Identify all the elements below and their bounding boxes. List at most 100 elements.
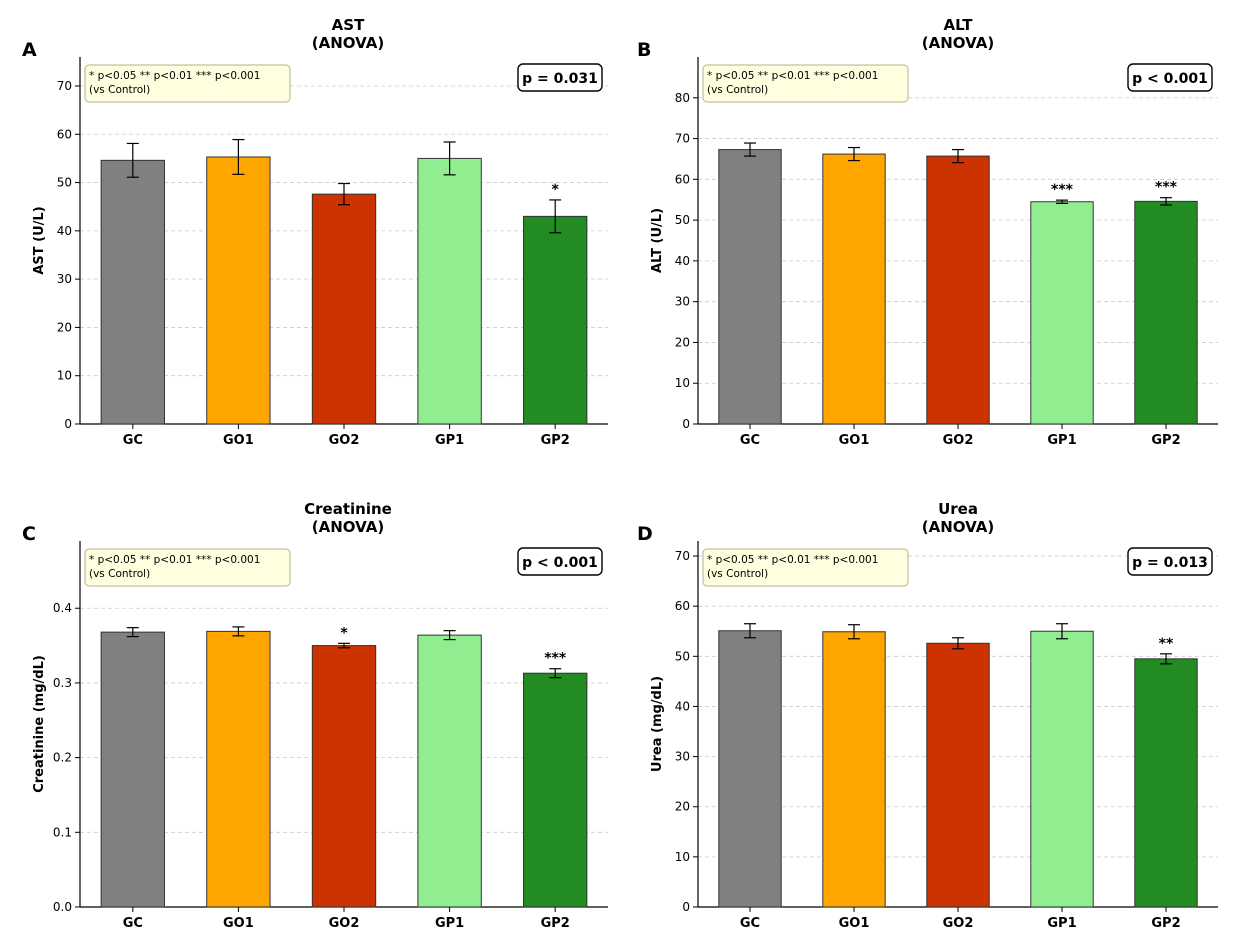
bar-gc: [100, 159, 165, 425]
chart-title: Urea: [938, 500, 978, 518]
chart-panel-c: Creatinine(ANOVA) C 0.0 0.1 0.2 0.3 0.4 Creatin…: [22, 500, 608, 931]
x-tick-label: GO1: [839, 916, 870, 931]
y-axis-label: AST (U/L): [32, 206, 47, 274]
y-tick-label: 0.4: [53, 601, 72, 615]
bar-gp2: [1134, 658, 1198, 908]
bar-go2: [311, 193, 377, 425]
x-tick-label: GO1: [223, 916, 254, 931]
y-tick-label: 0: [682, 900, 690, 914]
y-tick-label: 70: [57, 79, 72, 93]
y-tick-label: 40: [57, 224, 72, 238]
y-tick-label: 70: [675, 132, 690, 146]
y-axis-label: ALT (U/L): [650, 208, 665, 273]
pvalue-box: p = 0.013: [1127, 547, 1213, 576]
legend-line-1: * p<0.05 ** p<0.01 *** p<0.001: [89, 70, 260, 82]
y-axis-label: Urea (mg/dL): [650, 676, 665, 772]
bar-go1: [822, 631, 886, 908]
x-tick-label: GP1: [1047, 433, 1076, 448]
y-tick-label: 0.1: [53, 825, 72, 839]
bar-gc: [718, 630, 782, 908]
bar-gp1: [1030, 201, 1094, 425]
y-tick-label: 70: [675, 549, 690, 563]
legend-line-1: * p<0.05 ** p<0.01 *** p<0.001: [707, 554, 878, 566]
y-tick-label: 50: [675, 649, 690, 663]
y-axis-label: Creatinine (mg/dL): [32, 655, 47, 793]
y-tick-label: 50: [57, 176, 72, 190]
pvalue-text: p < 0.001: [1132, 71, 1208, 87]
y-tick-label: 30: [675, 750, 690, 764]
x-tick-label: GC: [123, 916, 143, 931]
x-tick-label: GP2: [541, 916, 570, 931]
pvalue-text: p = 0.013: [1132, 555, 1208, 571]
x-tick-label: GO2: [943, 916, 974, 931]
chart-subtitle: (ANOVA): [312, 518, 384, 536]
x-tick-label: GO2: [329, 433, 360, 448]
significance-legend: * p<0.05 ** p<0.01 *** p<0.001 (vs Contro…: [702, 64, 909, 103]
significance-marker: ***: [1051, 182, 1074, 198]
significance-marker: ***: [544, 651, 567, 667]
bar-go1: [822, 153, 886, 425]
bar-go1: [206, 630, 271, 908]
pvalue-box: p < 0.001: [1127, 63, 1213, 92]
y-tick-label: 50: [675, 213, 690, 227]
x-tick-label: GP2: [1151, 433, 1180, 448]
significance-marker: *: [340, 625, 348, 641]
significance-marker: *: [552, 182, 560, 198]
legend-box: [702, 548, 909, 587]
chart-subtitle: (ANOVA): [312, 34, 384, 52]
legend-box: [702, 64, 909, 103]
chart-panel-b: ALT(ANOVA) B 0 10 20 30 40 50 60 70 80 ALT (U/L) GC G…: [637, 16, 1218, 448]
y-tick-label: 10: [675, 376, 690, 390]
legend-line-1: * p<0.05 ** p<0.01 *** p<0.001: [707, 70, 878, 82]
y-tick-label: 40: [675, 254, 690, 268]
panel-letter: C: [22, 523, 36, 545]
y-tick-label: 10: [57, 369, 72, 383]
chart-subtitle: (ANOVA): [922, 518, 994, 536]
x-tick-label: GO2: [943, 433, 974, 448]
pvalue-frame: [517, 63, 603, 92]
bar-gp2: [1134, 200, 1198, 425]
significance-legend: * p<0.05 ** p<0.01 *** p<0.001 (vs Contro…: [84, 64, 291, 103]
x-tick-label: GP2: [1151, 916, 1180, 931]
x-tick-label: GO2: [329, 916, 360, 931]
bar-go2: [311, 645, 377, 908]
x-tick-label: GC: [740, 916, 760, 931]
y-tick-label: 60: [57, 127, 72, 141]
panel-letter: D: [637, 523, 653, 545]
x-tick-label: GP2: [541, 433, 570, 448]
x-tick-label: GP1: [1047, 916, 1076, 931]
legend-line-2: (vs Control): [707, 84, 768, 96]
pvalue-frame: [1127, 547, 1213, 576]
y-tick-label: 20: [675, 800, 690, 814]
bar-gp1: [417, 157, 482, 425]
y-tick-label: 20: [675, 335, 690, 349]
chart-subtitle: (ANOVA): [922, 34, 994, 52]
x-tick-label: GO1: [223, 433, 254, 448]
y-tick-label: 80: [675, 91, 690, 105]
y-tick-label: 60: [675, 599, 690, 613]
bar-gp1: [417, 634, 482, 908]
y-tick-label: 0.3: [53, 676, 72, 690]
bar-gp2: [523, 215, 588, 425]
legend-line-2: (vs Control): [707, 568, 768, 580]
chart-panel-d: Urea(ANOVA) D 0 10 20 30 40 50 60 70 Urea (mg/dL) G…: [637, 500, 1218, 931]
pvalue-box: p < 0.001: [517, 547, 603, 576]
significance-marker: ***: [1155, 180, 1178, 196]
legend-box: [84, 548, 291, 587]
x-tick-label: GO1: [839, 433, 870, 448]
bar-gp1: [1030, 630, 1094, 908]
y-tick-label: 0.2: [53, 751, 72, 765]
bar-go2: [926, 155, 990, 425]
significance-legend: * p<0.05 ** p<0.01 *** p<0.001 (vs Contro…: [84, 548, 291, 587]
x-tick-label: GC: [123, 433, 143, 448]
y-tick-label: 0.0: [53, 900, 72, 914]
legend-box: [84, 64, 291, 103]
y-tick-label: 0: [64, 417, 72, 431]
bar-gc: [718, 149, 782, 425]
x-tick-label: GC: [740, 433, 760, 448]
pvalue-text: p < 0.001: [522, 555, 598, 571]
legend-line-2: (vs Control): [89, 84, 150, 96]
chart-title: Creatinine: [304, 500, 392, 518]
